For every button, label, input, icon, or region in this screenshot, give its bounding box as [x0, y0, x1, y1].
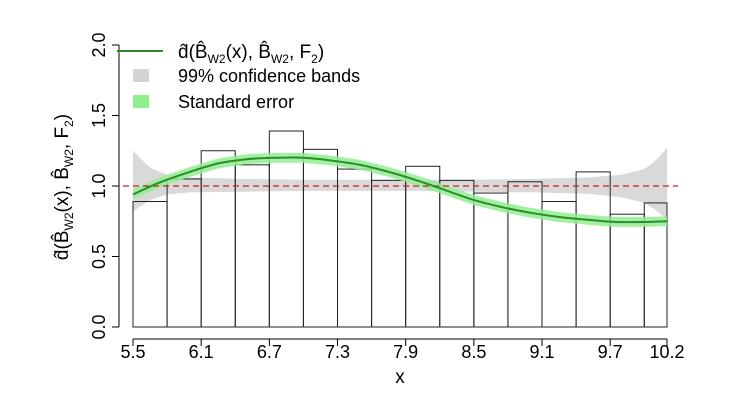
histogram-bar	[609, 213, 645, 328]
x-axis-label: x	[395, 367, 405, 388]
histogram-bar	[132, 201, 168, 328]
y-tick-label: 1.0	[89, 173, 109, 198]
x-tick-label: 7.9	[393, 342, 418, 362]
y-tick-label: 0.0	[89, 314, 109, 339]
legend-label-se: Standard error	[178, 92, 294, 112]
y-axis: 0.0 0.5 1.0 1.5 2.0	[89, 32, 120, 340]
histogram-bar	[473, 192, 509, 328]
confidence-band-layer	[133, 147, 667, 220]
standard-error-layer	[133, 152, 667, 227]
x-axis: 5.5 6.1 6.7 7.3 7.9 8.5 9.1 9.7 10.2	[120, 338, 685, 362]
x-tick-label: 8.5	[461, 342, 486, 362]
x-tick-label: 6.1	[189, 342, 214, 362]
histogram-bar	[302, 148, 339, 328]
x-tick-label: 10.2	[649, 342, 684, 362]
legend-label-confidence: 99% confidence bands	[178, 66, 360, 86]
legend-swatch-confidence	[133, 69, 149, 82]
estimate-curve	[132, 156, 668, 224]
histogram-bar	[507, 181, 543, 328]
legend: d̂(B̂W2(x), B̂W2, F2) 99% confidence ban…	[117, 41, 360, 112]
x-tick-label: 6.7	[257, 342, 282, 362]
y-tick-label: 1.5	[89, 103, 109, 128]
confidence-band	[133, 147, 667, 220]
histogram-bar	[200, 150, 236, 328]
histogram-bar	[643, 202, 668, 328]
histogram-bar	[371, 179, 407, 328]
x-tick-label: 5.5	[120, 342, 145, 362]
x-tick-label: 7.3	[325, 342, 350, 362]
x-tick-label: 9.7	[598, 342, 623, 362]
histogram-bar	[337, 168, 373, 328]
y-tick-label: 0.5	[89, 244, 109, 269]
histogram-layer	[132, 130, 668, 328]
legend-swatch-se	[133, 95, 149, 108]
y-tick-label: 2.0	[89, 32, 109, 57]
y-axis-label: d̂(B̂W2(x), B̂W2, F2)	[51, 114, 76, 260]
legend-label-estimate: d̂(B̂W2(x), B̂W2, F2)	[178, 41, 324, 66]
standard-error-band	[133, 152, 667, 227]
curve-layer	[132, 156, 668, 224]
histogram-bar	[166, 178, 202, 328]
x-tick-label: 9.1	[530, 342, 555, 362]
